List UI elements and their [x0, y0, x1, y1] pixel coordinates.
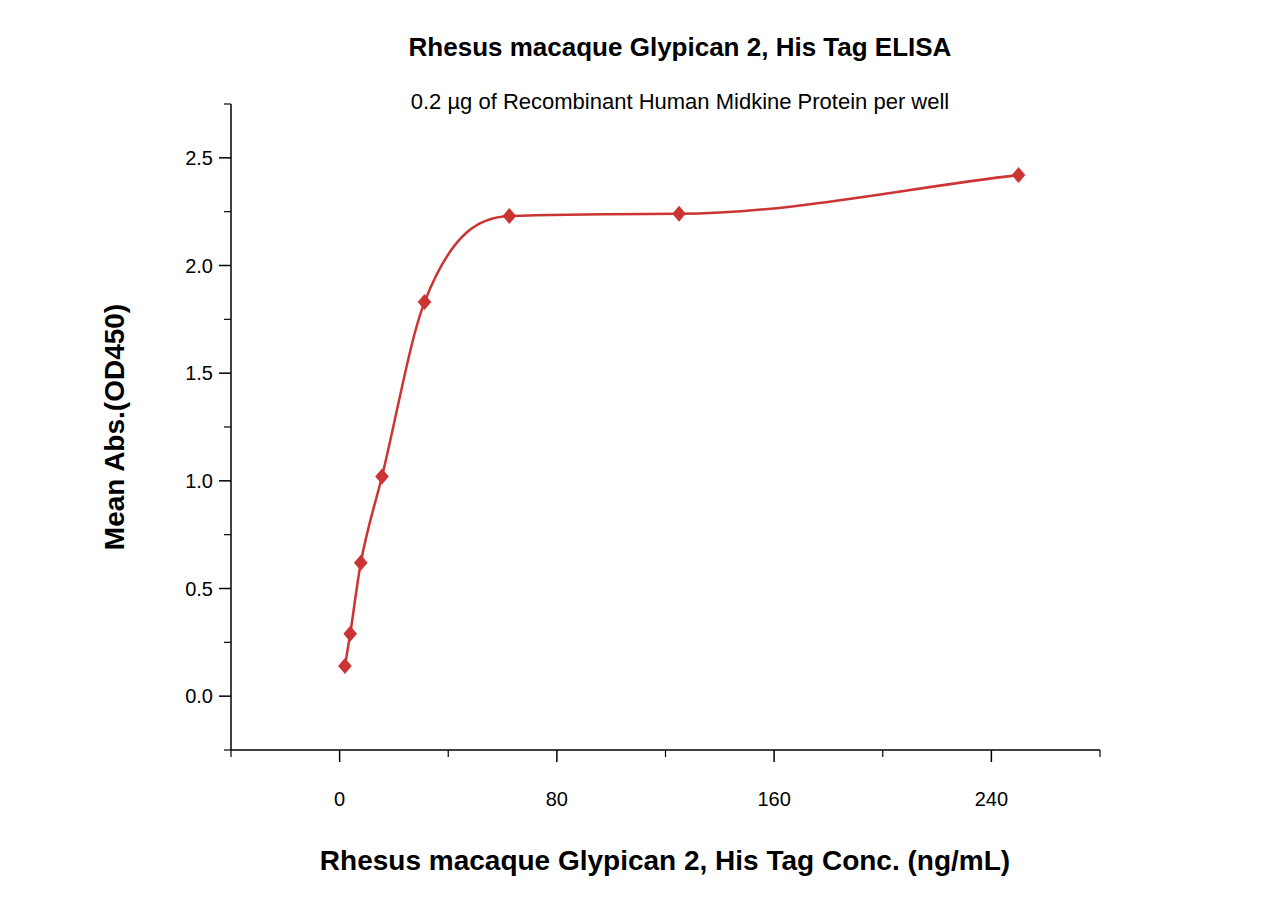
title: Rhesus macaque Glypican 2, His Tag ELISA — [409, 32, 952, 62]
x-minor-tick — [448, 750, 449, 757]
y-minor-tick — [224, 103, 231, 104]
subtitle: 0.2 µg of Recombinant Human Midkine Prot… — [411, 89, 950, 114]
y-axis-label: Mean Abs.(OD450) — [99, 304, 130, 550]
y-tick — [219, 157, 231, 159]
x-minor-tick — [1099, 750, 1100, 757]
x-tick-label: 80 — [546, 788, 568, 810]
x-tick-label: 0 — [334, 788, 345, 810]
x-minor-tick — [882, 750, 883, 757]
x-tick — [339, 750, 341, 762]
x-minor-tick — [665, 750, 666, 757]
y-minor-tick — [224, 534, 231, 535]
y-minor-tick — [224, 319, 231, 320]
x-axis-label: Rhesus macaque Glypican 2, His Tag Conc.… — [320, 845, 1010, 876]
y-tick — [219, 588, 231, 590]
data-point — [375, 469, 389, 485]
x-tick — [556, 750, 558, 762]
y-minor-tick — [224, 642, 231, 643]
y-tick-label: 0.5 — [185, 578, 213, 600]
y-minor-tick — [224, 749, 231, 750]
x-tick-label: 160 — [757, 788, 790, 810]
fit-line — [345, 175, 1019, 666]
y-tick-label: 1.5 — [185, 362, 213, 384]
data-point — [672, 206, 686, 222]
y-tick-label: 2.0 — [185, 255, 213, 277]
y-minor-tick — [224, 211, 231, 212]
y-minor-tick — [224, 426, 231, 427]
data-point — [354, 555, 368, 571]
data-point — [503, 208, 517, 224]
chart: Rhesus macaque Glypican 2, His Tag ELISA… — [0, 0, 1280, 899]
y-tick-label: 0.0 — [185, 685, 213, 707]
y-tick — [219, 695, 231, 697]
data-point — [1012, 167, 1026, 183]
x-minor-tick — [230, 750, 231, 757]
x-tick — [991, 750, 993, 762]
data-point — [418, 294, 432, 310]
plot-area — [338, 167, 1025, 674]
x-tick — [773, 750, 775, 762]
y-tick — [219, 372, 231, 374]
data-point — [338, 658, 352, 674]
y-tick — [219, 480, 231, 482]
y-tick-label: 2.5 — [185, 147, 213, 169]
y-tick-label: 1.0 — [185, 470, 213, 492]
x-tick-label: 240 — [975, 788, 1008, 810]
y-tick — [219, 265, 231, 267]
data-point — [343, 626, 357, 642]
